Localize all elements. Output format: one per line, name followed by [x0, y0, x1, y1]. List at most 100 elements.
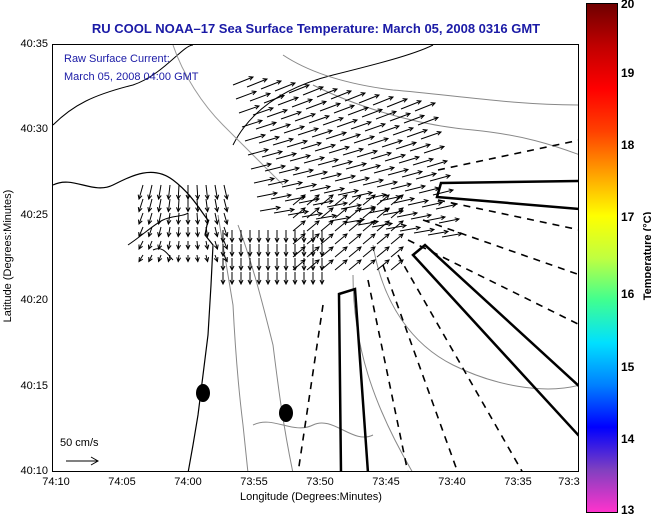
current-vector: [148, 198, 153, 212]
current-vector-head: [443, 229, 450, 235]
current-vector: [362, 246, 376, 258]
current-vector-head: [254, 104, 261, 110]
current-vector-head: [297, 180, 304, 186]
current-vector-head: [423, 198, 430, 204]
current-vector: [336, 119, 358, 128]
current-vector-head: [292, 279, 298, 286]
coastline-bay: [127, 212, 189, 261]
current-vector-head: [299, 125, 306, 130]
current-vector: [334, 246, 348, 258]
current-vector: [362, 220, 376, 232]
current-vector-head: [408, 126, 415, 132]
current-vector: [311, 130, 333, 138]
current-vector: [400, 100, 422, 110]
map-canvas: [53, 45, 578, 471]
current-vector-head: [300, 194, 306, 200]
contour-6: [352, 274, 413, 471]
current-vector-head: [409, 196, 416, 202]
current-vector: [345, 163, 367, 170]
current-vector-head: [388, 96, 395, 101]
current-vector: [381, 140, 403, 148]
current-vector-head: [384, 233, 390, 239]
current-vector-head: [434, 186, 441, 192]
current-vector-head: [387, 221, 394, 227]
map-plot-area: [52, 44, 579, 472]
current-vector: [138, 240, 144, 250]
current-vector: [138, 226, 144, 237]
current-vector: [223, 240, 228, 250]
current-vector-head: [310, 279, 316, 286]
current-vector-head: [214, 207, 220, 213]
current-vector-head: [300, 259, 306, 265]
current-vector: [292, 169, 314, 176]
current-vector: [167, 198, 171, 212]
current-vector: [342, 148, 364, 156]
current-vector: [264, 165, 286, 172]
current-vector-head: [279, 94, 286, 100]
current-vector: [399, 227, 421, 232]
current-vector: [275, 153, 297, 160]
current-vector-head: [257, 119, 264, 124]
current-vector: [300, 142, 322, 150]
current-vector: [421, 202, 443, 208]
current-vector-head: [347, 160, 354, 165]
current-vector-head: [301, 237, 307, 244]
current-vector-head: [344, 145, 351, 151]
current-vector-head: [342, 246, 348, 252]
current-vector-head: [274, 251, 280, 258]
current-vector-head: [138, 244, 143, 251]
current-vector-head: [247, 265, 253, 272]
current-vector-head: [293, 96, 300, 102]
current-vector: [359, 165, 381, 172]
current-vector: [358, 94, 380, 104]
current-vector-head: [256, 279, 262, 286]
current-vector-head: [370, 194, 376, 200]
current-vector-head: [214, 232, 219, 238]
current-vector: [148, 254, 153, 262]
x-tick-label: 74:10: [42, 476, 70, 488]
current-vector: [177, 184, 180, 200]
current-vector-head: [342, 194, 348, 200]
current-vector-head: [322, 170, 329, 176]
current-vector: [328, 146, 350, 154]
current-vector: [348, 177, 370, 184]
current-vector: [435, 204, 457, 210]
current-vector: [364, 123, 386, 132]
current-vector: [205, 184, 209, 200]
current-vector: [266, 109, 288, 118]
current-vector-head: [229, 279, 235, 286]
scale-label: 50 cm/s: [60, 437, 99, 449]
current-vector: [294, 113, 316, 122]
x-tick-label: 73:50: [306, 476, 334, 488]
current-vector: [232, 76, 254, 86]
current-vector: [263, 95, 285, 104]
current-vector-head: [353, 188, 360, 194]
current-vector: [367, 138, 389, 146]
current-vector-head: [204, 232, 210, 238]
current-vector-head: [401, 223, 408, 229]
current-vector-head: [342, 233, 348, 239]
current-vector-head: [313, 127, 320, 132]
current-vector: [393, 198, 415, 204]
current-vector: [390, 207, 404, 219]
current-vector: [288, 84, 310, 94]
current-vector-head: [301, 279, 307, 286]
current-vector: [306, 194, 320, 206]
current-vector: [223, 184, 228, 200]
current-vector-head: [356, 203, 363, 209]
scale-arrow: [66, 456, 100, 466]
current-vector: [286, 140, 308, 148]
current-vector: [297, 128, 319, 136]
current-vector-head: [398, 246, 404, 252]
current-vector: [305, 101, 327, 110]
current-vector-head: [300, 195, 307, 201]
current-vector: [362, 179, 384, 186]
current-vector: [306, 246, 320, 258]
current-vector: [378, 125, 400, 134]
current-vector-head: [342, 259, 348, 265]
current-vector: [389, 113, 411, 122]
current-vector-head: [223, 244, 229, 251]
current-vector-head: [425, 143, 432, 148]
current-vector: [148, 226, 153, 237]
colorbar-tick: 19: [621, 66, 635, 80]
